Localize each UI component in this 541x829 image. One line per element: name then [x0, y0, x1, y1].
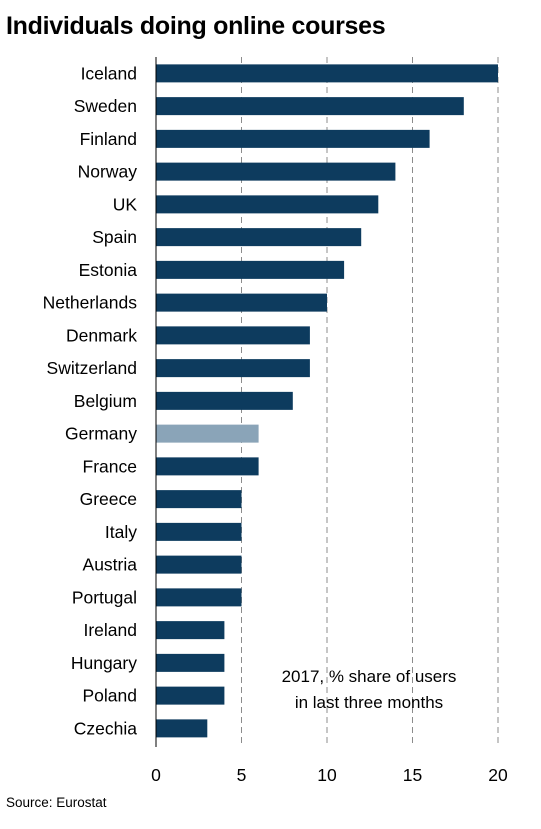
bar-czechia — [156, 719, 208, 738]
category-label: Netherlands — [43, 293, 138, 313]
bar-ireland — [156, 621, 225, 640]
category-label: Germany — [65, 424, 137, 444]
bar-italy — [156, 522, 242, 541]
category-label: Switzerland — [47, 358, 137, 378]
bar-norway — [156, 162, 396, 181]
bar-netherlands — [156, 293, 327, 312]
bar-uk — [156, 195, 379, 214]
x-tick-labels: 0 5 10 15 20 — [151, 765, 508, 785]
category-label: Greece — [80, 489, 137, 509]
category-label: Austria — [83, 555, 138, 575]
bar-estonia — [156, 260, 345, 279]
category-label: Spain — [92, 227, 137, 247]
bar-portugal — [156, 588, 242, 607]
bar-finland — [156, 129, 430, 148]
bar-hungary — [156, 653, 225, 672]
x-tick-label: 15 — [403, 765, 422, 785]
category-label: Sweden — [74, 96, 137, 116]
bar-switzerland — [156, 359, 310, 378]
category-label: Norway — [78, 162, 138, 182]
bar-greece — [156, 490, 242, 509]
category-labels: Iceland Sweden Finland Norway UK Spain Estonia… — [43, 63, 138, 738]
category-label: Italy — [105, 522, 137, 542]
x-tick-label: 0 — [151, 765, 161, 785]
category-label: Finland — [80, 129, 137, 149]
category-label: Estonia — [79, 260, 138, 280]
x-tick-label: 20 — [488, 765, 508, 785]
x-tick-label: 10 — [317, 765, 337, 785]
bar-germany — [156, 424, 259, 443]
bar-poland — [156, 686, 225, 705]
bar-belgium — [156, 391, 293, 410]
annotation: 2017, % share of users in last three mon… — [282, 667, 457, 712]
bar-austria — [156, 555, 242, 574]
category-label: Iceland — [81, 63, 137, 83]
bars — [156, 64, 498, 738]
annotation-line-2: in last three months — [295, 693, 443, 712]
x-tick-label: 5 — [237, 765, 247, 785]
annotation-line-1: 2017, % share of users — [282, 667, 457, 686]
category-label: Portugal — [72, 587, 137, 607]
category-label: Hungary — [71, 653, 137, 673]
chart-title: Individuals doing online courses — [6, 12, 386, 40]
category-label: Czechia — [74, 718, 137, 738]
bar-denmark — [156, 326, 310, 345]
bar-sweden — [156, 97, 464, 116]
category-label: Denmark — [66, 325, 137, 345]
category-label: Belgium — [74, 391, 137, 411]
bar-france — [156, 457, 259, 476]
category-label: Poland — [83, 686, 138, 706]
source-note: Source: Eurostat — [6, 795, 107, 810]
category-label: France — [83, 456, 137, 476]
category-label: Ireland — [83, 620, 137, 640]
bar-iceland — [156, 64, 498, 83]
bar-spain — [156, 228, 362, 247]
category-label: UK — [113, 194, 138, 214]
